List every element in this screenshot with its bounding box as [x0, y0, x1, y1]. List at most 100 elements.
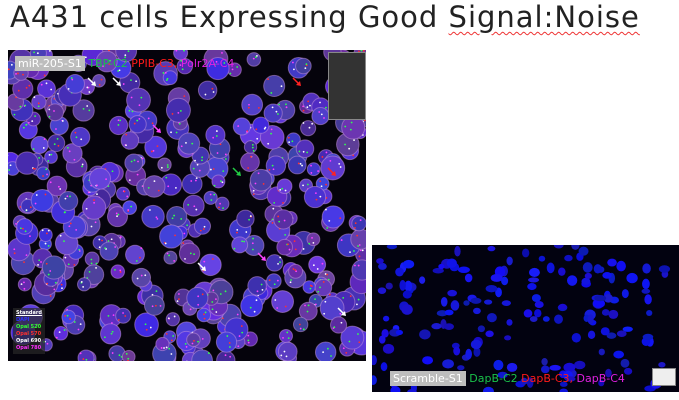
signal-dot: [107, 240, 110, 242]
nucleus: [620, 358, 630, 368]
signal-dot: [33, 51, 35, 54]
signal-dot: [116, 215, 118, 218]
nucleus: [600, 327, 610, 336]
nucleus: [658, 265, 671, 273]
signal-dot: [86, 105, 89, 107]
signal-dot: [181, 68, 184, 71]
nucleus: [558, 303, 567, 310]
channel-label: Polr2A-C4: [180, 57, 235, 70]
nucleus: [658, 361, 666, 368]
signal-dot: [140, 96, 143, 99]
signal-dot: [218, 206, 220, 209]
signal-dot: [49, 50, 51, 52]
cell: [286, 132, 301, 148]
signal-dot: [25, 123, 28, 126]
cell: [30, 188, 54, 213]
nucleus: [501, 276, 509, 286]
signal-dot: [29, 206, 32, 209]
cell: [30, 135, 49, 155]
signal-dot: [306, 310, 309, 313]
nucleus: [457, 266, 470, 274]
signal-dot: [13, 252, 16, 255]
arrow-marker: [292, 77, 301, 86]
signal-dot: [152, 149, 155, 152]
signal-dot: [192, 167, 195, 170]
signal-dot: [222, 170, 225, 173]
signal-dot: [193, 253, 195, 256]
nucleus: [541, 357, 548, 366]
signal-dot: [78, 248, 81, 251]
signal-dot: [201, 159, 203, 162]
signal-dot: [37, 102, 40, 105]
cell: [311, 106, 330, 126]
nucleus: [477, 325, 486, 333]
signal-dot: [298, 323, 301, 326]
signal-dot: [358, 255, 361, 258]
signal-dot: [88, 91, 91, 93]
cell: [276, 238, 293, 256]
signal-dot: [136, 173, 139, 176]
signal-dot: [151, 122, 154, 125]
nucleus: [531, 294, 541, 303]
cell: [58, 191, 79, 212]
signal-dot: [349, 295, 352, 298]
signal-dot: [66, 314, 69, 317]
nucleus: [470, 297, 482, 304]
signal-dot: [252, 237, 254, 240]
cells-image: [372, 245, 671, 392]
signal-dot: [324, 300, 327, 303]
signal-dot: [212, 91, 215, 93]
nucleus: [582, 262, 593, 273]
signal-dot: [306, 183, 309, 186]
nucleus: [598, 379, 605, 387]
signal-dot: [104, 247, 106, 250]
nucleus: [470, 339, 482, 350]
signal-dot: [314, 303, 317, 306]
signal-dot: [159, 305, 162, 307]
nucleus: [482, 386, 494, 392]
cell: [95, 50, 118, 73]
signal-dot: [199, 229, 202, 232]
signal-dot: [145, 328, 148, 331]
cell: [165, 97, 191, 123]
cell: [271, 290, 295, 313]
signal-dot: [247, 341, 250, 344]
signal-dot: [22, 73, 24, 76]
signal-dot: [19, 105, 22, 108]
signal-dot: [48, 153, 51, 156]
signal-dot: [285, 355, 288, 358]
signal-dot: [275, 110, 278, 113]
signal-dot: [117, 319, 120, 321]
signal-dot: [67, 87, 70, 90]
legend-item: Opal 690: [16, 338, 42, 344]
signal-dot: [191, 142, 194, 145]
signal-dot: [32, 167, 35, 170]
signal-dot: [185, 141, 187, 144]
signal-dot: [277, 113, 279, 115]
signal-dot: [311, 236, 313, 239]
signal-dot: [277, 215, 280, 218]
signal-dot: [357, 298, 360, 301]
arrow-marker: [257, 252, 266, 261]
signal-dot: [245, 231, 248, 233]
signal-dot: [95, 267, 97, 269]
signal-dot: [216, 152, 219, 154]
sample-tag: miR-205-S1: [15, 56, 85, 71]
signal-dot: [172, 335, 175, 337]
signal-dot: [38, 259, 41, 262]
cell: [177, 132, 201, 155]
cell: [157, 157, 172, 172]
signal-dot: [280, 85, 283, 88]
signal-dot: [88, 109, 91, 112]
signal-dot: [251, 143, 254, 146]
signal-dot: [67, 263, 70, 266]
nucleus: [623, 367, 633, 375]
signal-dot: [282, 201, 284, 204]
nucleus: [644, 294, 652, 305]
signal-dot: [236, 231, 238, 234]
signal-dot: [309, 287, 312, 290]
cell: [321, 205, 345, 229]
cell: [276, 178, 293, 195]
nucleus: [378, 335, 386, 344]
cell: [203, 190, 218, 205]
